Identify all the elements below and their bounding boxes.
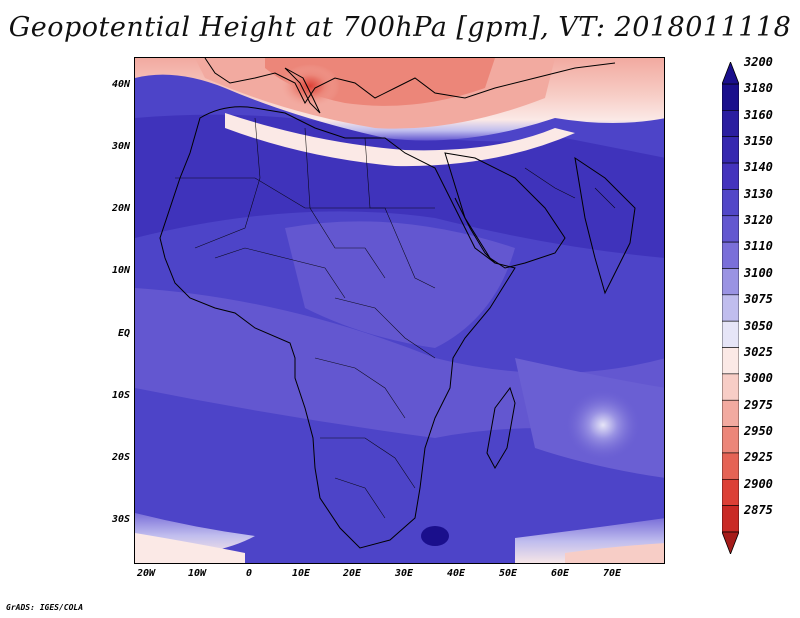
colorbar xyxy=(722,62,739,554)
colorbar-cell xyxy=(722,110,739,138)
lon-label-30e: 30E xyxy=(394,568,414,579)
lon-label-10e: 10E xyxy=(291,568,311,579)
grads-credit: GrADS: IGES/COLA xyxy=(6,603,84,612)
lon-label-20w: 20W xyxy=(136,568,156,579)
colorbar-cell xyxy=(722,347,739,375)
lat-label-eq: EQ xyxy=(117,328,130,339)
colorbar-label: 3150 xyxy=(744,134,773,149)
colorbar-label: 2900 xyxy=(744,476,773,491)
colorbar-cell xyxy=(722,373,739,401)
map-panel xyxy=(134,57,665,564)
coastlines xyxy=(159,58,636,549)
lon-label-50e: 50E xyxy=(498,568,518,579)
colorbar-cell xyxy=(722,478,739,506)
colorbar-upper-arrow xyxy=(722,62,739,85)
colorbar-label: 3110 xyxy=(744,239,773,254)
colorbar-label: 3130 xyxy=(744,186,773,201)
lat-label-30n: 30N xyxy=(111,141,130,152)
colorbar-cell xyxy=(722,83,739,111)
colorbar-cell xyxy=(722,215,739,243)
colorbar-cell xyxy=(722,505,739,533)
lon-label-0: 0 xyxy=(245,568,253,579)
lat-label-20n: 20N xyxy=(111,203,130,214)
lat-label-10n: 10N xyxy=(111,265,130,276)
colorbar-label: 3120 xyxy=(744,213,773,228)
colorbar-label: 3140 xyxy=(744,160,773,175)
colorbar-label: 2925 xyxy=(744,450,773,465)
colorbar-cell xyxy=(722,136,739,164)
lon-label-20e: 20E xyxy=(342,568,362,579)
colorbar-label: 3200 xyxy=(744,55,773,69)
colorbar-label: 2875 xyxy=(744,503,773,517)
colorbar-cell xyxy=(722,189,739,217)
colorbar-label: 3160 xyxy=(744,107,773,122)
colorbar-cell xyxy=(722,452,739,480)
lat-label-40n: 40N xyxy=(111,79,130,90)
country-borders xyxy=(175,117,616,519)
colorbar-label: 2975 xyxy=(744,397,773,412)
lat-label-30s: 30S xyxy=(111,514,130,525)
lon-label-10w: 10W xyxy=(187,568,207,579)
colorbar-cell xyxy=(722,268,739,296)
colorbar-cell xyxy=(722,162,739,190)
colorbar-lower-arrow xyxy=(722,531,739,554)
colorbar-label: 3100 xyxy=(744,265,773,280)
colorbar-cell xyxy=(722,426,739,454)
colorbar-label: 3180 xyxy=(744,81,773,96)
map-title: Geopotential Height at 700hPa [gpm], VT:… xyxy=(8,12,792,43)
colorbar-cell xyxy=(722,320,739,348)
colorbar-cell xyxy=(722,294,739,322)
colorbar-label: 3050 xyxy=(744,318,773,333)
lon-label-70e: 70E xyxy=(602,568,622,579)
lon-label-40e: 40E xyxy=(446,568,466,579)
colorbar-label: 3075 xyxy=(744,292,773,307)
colorbar-label: 2950 xyxy=(744,423,773,438)
lat-label-10s: 10S xyxy=(111,390,130,401)
colorbar-cell xyxy=(722,241,739,269)
colorbar-label: 3025 xyxy=(744,344,773,359)
colorbar-cell xyxy=(722,399,739,427)
lon-label-60e: 60E xyxy=(550,568,570,579)
lat-label-20s: 20S xyxy=(111,452,130,463)
height-field xyxy=(135,58,664,563)
colorbar-label: 3000 xyxy=(744,371,773,386)
